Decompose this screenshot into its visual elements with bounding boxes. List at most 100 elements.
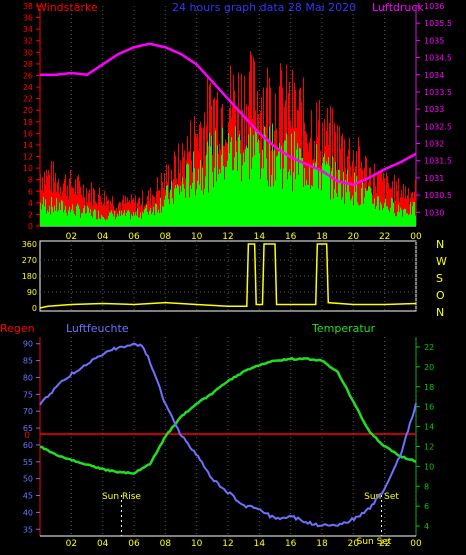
- pressure-y-tick-label: 1033.5: [424, 88, 452, 97]
- temperature-y-tick-label: 16: [424, 403, 434, 412]
- humidity-y-tick-label: 80: [23, 373, 33, 382]
- humidity-title: Luftfeuchte: [66, 322, 129, 335]
- wind-y-tick-label: 20: [23, 106, 33, 115]
- wind-y-tick-label: 36: [23, 14, 33, 23]
- bottom-x-tick-label: 02: [66, 539, 77, 549]
- bottom-x-tick-label: 18: [316, 539, 328, 549]
- wind-y-tick-label: 22: [23, 95, 33, 104]
- rain-axis-title: Regen: [0, 322, 35, 335]
- pressure-y-tick-labels: 1030 1030.5 1031 1031.5 1032 1032.5 1033 1033.5…: [416, 2, 452, 217]
- humidity-y-tick-label: 35: [23, 525, 33, 534]
- pressure-y-tick-label: 1031.5: [424, 157, 452, 166]
- direction-y-tick-label: 0: [32, 304, 37, 313]
- wind-pressure-chart: Windstärke 24 hours graph data 28 Mai 20…: [23, 1, 452, 242]
- wind-y-tick-label: 16: [23, 129, 33, 138]
- temperature-y-tick-label: 4: [424, 522, 429, 531]
- temperature-title: Temperatur: [311, 322, 376, 335]
- direction-letter: N: [436, 306, 444, 319]
- direction-y-tick-label: 360: [22, 240, 37, 249]
- direction-y-tick-label: 180: [22, 272, 37, 281]
- humidity-y-tick-label: 65: [23, 424, 33, 433]
- temperature-y-tick-label: 8: [424, 482, 429, 491]
- wind-y-tick-label: 28: [23, 60, 33, 69]
- pressure-line: [40, 42, 417, 187]
- temperature-y-tick-label: 12: [424, 442, 434, 451]
- sunset-time-label: Sun Set: [357, 537, 392, 547]
- wind-x-tick-label: 12: [222, 232, 233, 242]
- direction-y-tick-label: 90: [27, 288, 37, 297]
- wind-x-tick-label: 04: [97, 232, 109, 242]
- bottom-x-tick-label: 04: [97, 539, 109, 549]
- bottom-x-tick-label: 22: [379, 539, 390, 549]
- wind-y-tick-label: 18: [23, 118, 33, 127]
- direction-letter: O: [436, 289, 445, 302]
- direction-letter: W: [436, 255, 447, 268]
- wind-y-tick-label: 8: [28, 176, 33, 185]
- bottom-x-tick-label: 10: [191, 539, 203, 549]
- pressure-y-tick-label: 1030: [424, 208, 444, 217]
- bottom-x-tick-label: 08: [160, 539, 172, 549]
- humidity-y-tick-label: 50: [23, 475, 33, 484]
- bottom-x-tick-label: 20: [348, 539, 360, 549]
- wind-y-tick-label: 4: [28, 199, 33, 208]
- wind-y-tick-label: 32: [23, 37, 33, 46]
- pressure-y-tick-label: 1032: [424, 140, 444, 149]
- chart-title: 24 hours graph data 28 Mai 2020: [172, 1, 356, 14]
- wind-gridlines: [70, 6, 417, 226]
- direction-letter: S: [436, 272, 443, 285]
- direction-y-tick-labels: 0 90 180 270 360: [22, 240, 37, 313]
- direction-gridlines: [40, 241, 417, 311]
- wind-x-tick-label: 16: [285, 232, 297, 242]
- wind-x-tick-label: 00: [410, 232, 422, 242]
- temperature-y-tick-label: 18: [424, 383, 434, 392]
- wind-x-tick-label: 08: [160, 232, 172, 242]
- bottom-x-tick-label: 14: [254, 539, 266, 549]
- wind-y-tick-label: 0: [28, 222, 33, 231]
- wind-x-tick-label: 10: [191, 232, 203, 242]
- wind-y-tick-label: 24: [23, 83, 33, 92]
- wind-x-tick-label: 20: [348, 232, 360, 242]
- temperature-y-tick-label: 14: [424, 423, 434, 432]
- wind-y-tick-label: 12: [23, 153, 33, 162]
- humidity-y-tick-label: 75: [23, 390, 33, 399]
- bottom-x-tick-label: 16: [285, 539, 297, 549]
- wind-x-tick-label: 22: [379, 232, 390, 242]
- temperature-y-tick-label: 22: [424, 343, 434, 352]
- humidity-temperature-chart: Regen Luftfeuchte Temperatur 0 Sun Rise …: [0, 322, 434, 549]
- bottom-x-tick-label: 12: [222, 539, 233, 549]
- pressure-y-tick-label: 1034: [424, 71, 444, 80]
- wind-x-tick-label: 14: [254, 232, 266, 242]
- pressure-y-tick-label: 1033: [424, 105, 444, 114]
- pressure-y-tick-label: 1031: [424, 174, 444, 183]
- wind-y-tick-label: 2: [28, 210, 33, 219]
- humidity-y-tick-label: 55: [23, 458, 33, 467]
- pressure-y-tick-label: 1035.5: [424, 19, 452, 28]
- wind-x-tick-label: 02: [66, 232, 77, 242]
- pressure-y-tick-label: 1030.5: [424, 191, 452, 200]
- bottom-x-tick-labels: 02 04 06 08 10 12 14 16 18 20 22 00: [66, 539, 422, 549]
- sunrise-label: Sun Rise: [102, 492, 141, 502]
- humidity-y-tick-label: 60: [23, 441, 33, 450]
- wind-y-tick-label: 14: [23, 141, 33, 150]
- rain-zero-label: 0: [24, 431, 30, 441]
- wind-y-tick-label: 26: [23, 71, 33, 80]
- humidity-y-tick-label: 90: [23, 340, 33, 349]
- bottom-x-tick-label: 00: [410, 539, 422, 549]
- wind-y-tick-label: 30: [23, 48, 33, 57]
- bottom-x-tick-label: 06: [128, 539, 140, 549]
- pressure-axis-title: Luftdruck: [372, 1, 424, 14]
- temperature-y-tick-labels: 4 6 8 10 12 14 16 18 20 22: [416, 343, 434, 531]
- pressure-y-tick-label: 1036: [424, 2, 444, 11]
- humidity-y-tick-label: 45: [23, 492, 33, 501]
- humidity-y-tick-label: 70: [23, 407, 33, 416]
- temperature-y-tick-label: 6: [424, 502, 429, 511]
- humidity-y-tick-labels: 35 40 45 50 55 60 65 70 75 80 85 90: [23, 340, 40, 534]
- wind-x-tick-label: 18: [316, 232, 328, 242]
- wind-axis-title: Windstärke: [36, 1, 98, 14]
- humidity-y-tick-label: 40: [23, 508, 33, 517]
- wind-y-tick-label: 10: [23, 164, 33, 173]
- humidity-y-tick-label: 85: [23, 357, 33, 366]
